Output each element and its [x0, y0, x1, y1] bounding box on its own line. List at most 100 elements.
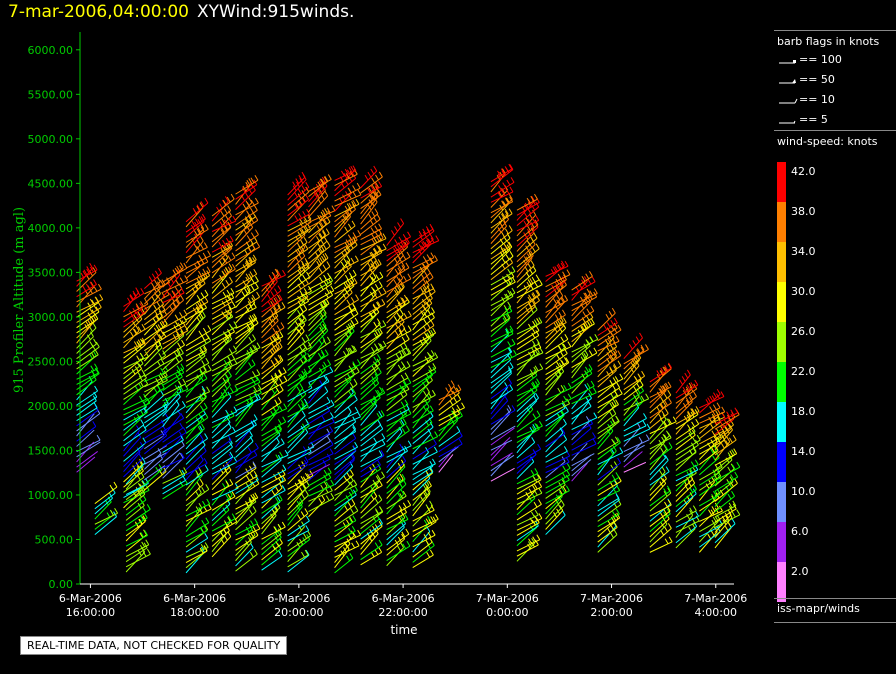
wind-barb [490, 383, 512, 399]
wind-barb-flag [695, 406, 700, 412]
wind-barb-flag [252, 371, 256, 377]
wind-barb-flag [377, 367, 382, 373]
wind-barb-flag [396, 299, 401, 305]
wind-barb [308, 410, 330, 425]
wind-barb-flag [729, 450, 734, 457]
wind-barb-flag [319, 178, 324, 185]
wind-barb-flag [612, 399, 617, 405]
wind-barb-flag [349, 475, 354, 481]
wind-barb [308, 472, 332, 487]
wind-barb-flag [556, 294, 561, 300]
wind-barb-flag [184, 325, 189, 331]
wind-barb-flag [535, 330, 540, 336]
wind-barb [386, 388, 410, 401]
wind-barb-flag [253, 414, 258, 420]
wind-barb-flag [658, 439, 663, 446]
wind-barb-flag [350, 166, 355, 172]
wind-barb-flag [199, 346, 204, 353]
wind-barb-flag [402, 543, 407, 549]
wind-barb-flag [531, 327, 536, 334]
wind-barb-flag [581, 275, 586, 282]
wind-barb-flag [403, 407, 408, 413]
wind-barb-flag [223, 360, 228, 366]
wind-barb [235, 318, 257, 329]
wind-barb-flag [158, 353, 163, 359]
wind-barb-flag [242, 280, 247, 286]
wind-barb-flag [302, 423, 306, 429]
wind-barb-flag [565, 406, 569, 412]
wind-barb-flag [531, 332, 536, 339]
x-tick-date: 7-Mar-2006 [580, 592, 643, 605]
wind-barb-flag [141, 480, 146, 486]
wind-barb [438, 454, 454, 473]
wind-barb-flag [326, 453, 331, 460]
wind-barb-flag [425, 518, 430, 524]
wind-barb [185, 503, 210, 517]
wind-barb-flag [606, 352, 611, 358]
wind-barb-flag [344, 242, 349, 248]
wind-barb-flag [500, 168, 505, 174]
wind-barb-flag [401, 336, 406, 343]
wind-barb-flag [160, 367, 165, 374]
wind-barb [360, 401, 377, 421]
wind-barb-flag [349, 322, 354, 328]
wind-barb [334, 457, 356, 476]
wind-barb-flag [319, 303, 324, 310]
wind-barb-flag [277, 471, 282, 478]
wind-barb [308, 440, 331, 456]
wind-barb-flag [692, 467, 697, 474]
wind-barb-flag [690, 461, 695, 467]
wind-barb-flag [352, 531, 357, 538]
wind-barb [516, 394, 536, 412]
wind-barb-flag [196, 294, 201, 301]
wind-barb-flag [664, 408, 669, 414]
wind-barb-flag [274, 380, 279, 387]
wind-barb-flag [373, 247, 378, 254]
wind-barb-flag [639, 380, 644, 386]
wind-barb-flag [374, 524, 379, 530]
wind-barb-flag [498, 215, 503, 222]
colorbar-swatch [777, 562, 786, 602]
wind-barb-flag [590, 318, 595, 325]
wind-barb-flag [248, 509, 253, 515]
wind-barb [211, 411, 238, 424]
wind-barb [308, 280, 333, 296]
wind-barb-flag [399, 420, 404, 427]
x-tick-time: 0:00:00 [486, 606, 528, 619]
wind-barb-flag [300, 400, 305, 406]
wind-barb-flag [324, 252, 329, 259]
wind-barb-flag [307, 530, 312, 536]
colorbar-swatch [777, 202, 786, 242]
wind-barb-flag [227, 266, 232, 272]
wind-barb-flag [254, 492, 259, 499]
wind-barb [185, 396, 207, 409]
wind-barb-flag [325, 228, 330, 234]
wind-barb [360, 415, 385, 432]
wind-barb-flag [256, 241, 261, 248]
wind-barb-flag [242, 203, 247, 210]
wind-barb [144, 409, 167, 429]
wind-barb-flag [344, 168, 349, 175]
wind-barb-flag [321, 176, 326, 183]
wind-barb-flag [345, 347, 350, 354]
wind-barb-flag [429, 257, 434, 263]
wind-barb [123, 356, 149, 369]
wind-barb-flag [426, 472, 431, 479]
wind-barb-flag [141, 487, 145, 493]
wind-barb-flag [157, 448, 162, 454]
wind-barb-flag [668, 397, 672, 404]
wind-barb-flag [605, 314, 610, 320]
wind-barb-flag [85, 283, 90, 290]
wind-barb-flag [305, 262, 310, 269]
wind-barb [211, 414, 230, 434]
wind-barb-flag [297, 479, 302, 485]
wind-barb [545, 514, 566, 535]
wind-barb-flag [82, 270, 87, 277]
wind-barb-flag [633, 375, 638, 382]
wind-barb [261, 434, 281, 452]
wind-barb-flag [174, 384, 179, 391]
wind-barb [438, 413, 460, 427]
wind-barb-flag [524, 202, 529, 209]
wind-barb-flag [432, 327, 437, 334]
wind-barb-flag [138, 395, 143, 402]
